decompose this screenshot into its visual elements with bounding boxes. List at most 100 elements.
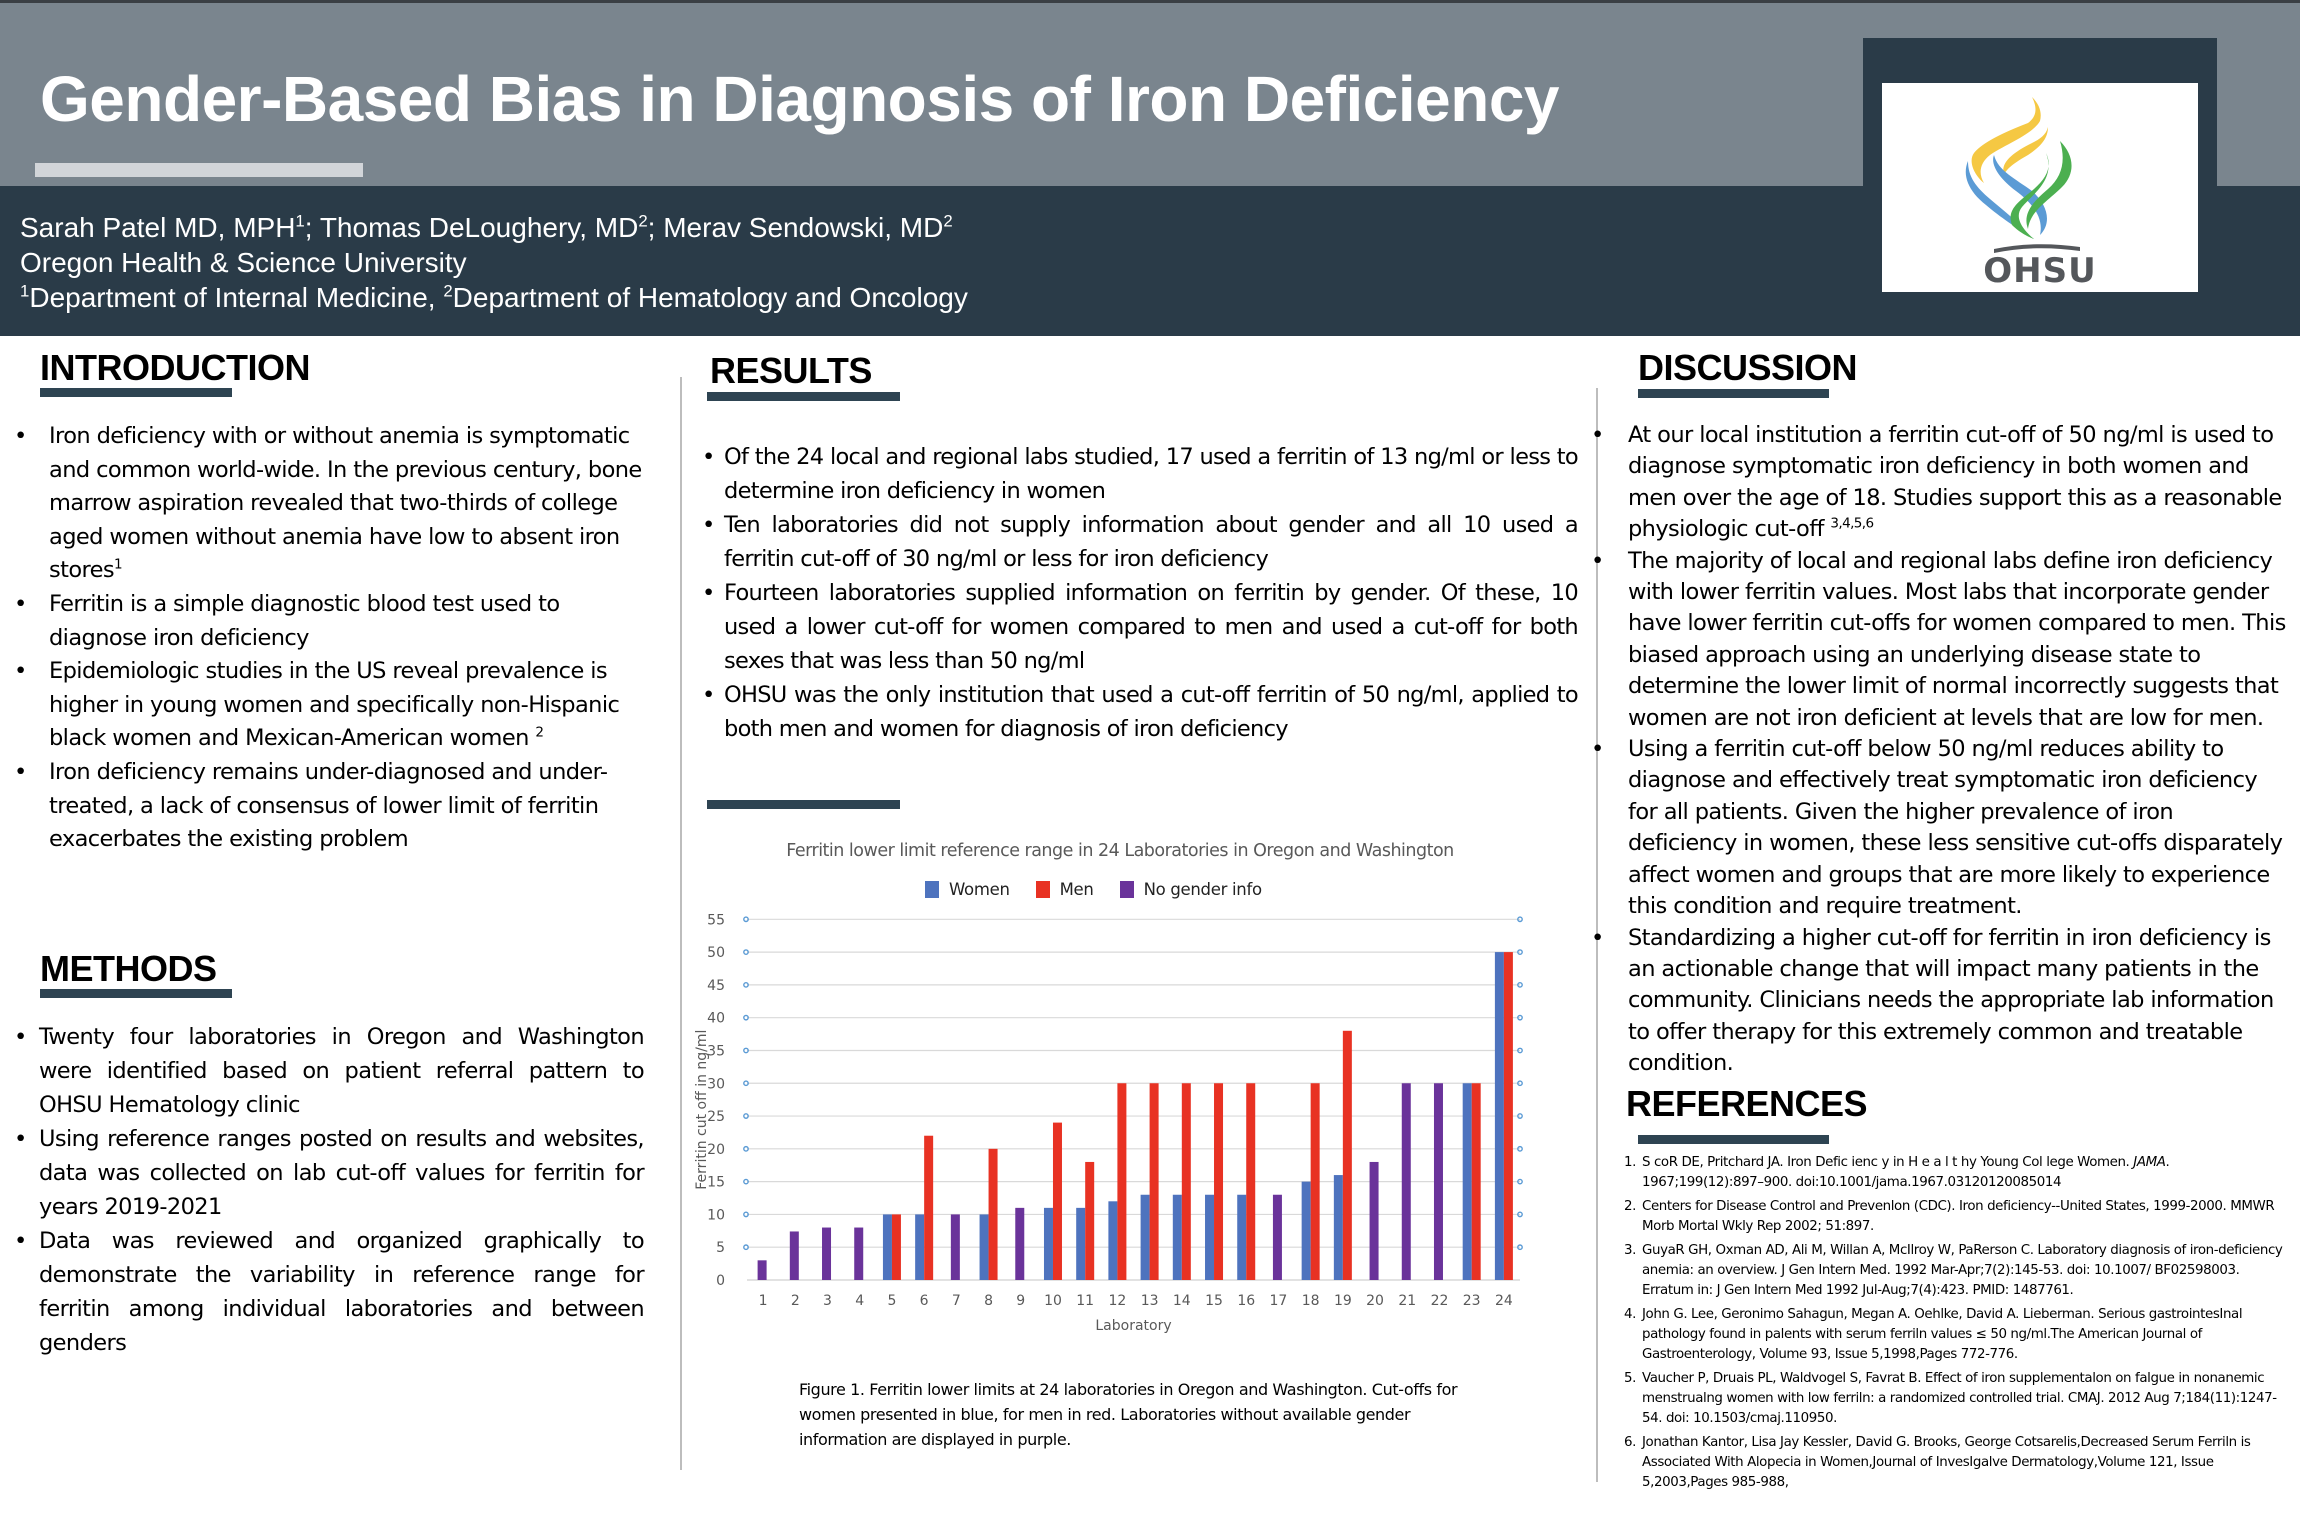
x-tick-label: 15: [1205, 1293, 1223, 1309]
chart-title: Ferritin lower limit reference range in …: [786, 841, 1454, 861]
introduction-item: Epidemiologic studies in the US reveal p…: [14, 655, 654, 756]
bar-women-lab-23: [1462, 1083, 1472, 1280]
legend-item-women: Women: [925, 880, 1010, 899]
bar-men-lab-6: [924, 1135, 934, 1280]
bar-men-lab-13: [1149, 1083, 1159, 1280]
x-tick-label: 7: [952, 1293, 961, 1309]
discussion-heading-bar: [1638, 389, 1829, 398]
logo-wordmark: OHSU: [1983, 251, 2097, 291]
reference-item: 2. Centers for Disease Control and Preven…: [1624, 1199, 2275, 1234]
x-tick-label: 18: [1302, 1293, 1320, 1309]
reference-item: 3. GuyaR GH, Oxman AD, Ali M, Willan A, …: [1624, 1243, 2283, 1298]
x-tick-label: 14: [1173, 1293, 1191, 1309]
axis-marker-right: [1517, 949, 1523, 955]
bar-no-gender-lab-4: [854, 1227, 864, 1280]
y-tick-label: 55: [707, 912, 725, 928]
bar-men-lab-5: [891, 1214, 901, 1280]
bar-women-lab-13: [1140, 1194, 1150, 1280]
bar-men-lab-24: [1503, 952, 1513, 1280]
bar-men-lab-8: [988, 1148, 998, 1280]
x-tick-label: 24: [1495, 1293, 1513, 1309]
bar-women-lab-12: [1108, 1201, 1118, 1280]
introduction-item: Iron deficiency with or without anemia i…: [14, 420, 654, 588]
top-border: [0, 0, 2300, 3]
y-tick-label: 45: [707, 978, 725, 994]
bar-women-lab-16: [1237, 1194, 1247, 1280]
axis-marker-right: [1517, 1244, 1523, 1251]
x-axis-title: Laboratory: [1095, 1318, 1171, 1334]
legend-swatch-no-gender: [1119, 881, 1134, 898]
x-tick-label: 19: [1334, 1293, 1352, 1309]
departments: 1Department of Internal Medicine, 2Depar…: [20, 281, 968, 313]
y-tick-label: 40: [707, 1011, 725, 1027]
axis-marker-left: [743, 1080, 749, 1087]
discussion-item: At our local institution a ferritin cut-…: [1588, 420, 2288, 546]
x-tick-label: 5: [887, 1293, 896, 1309]
results-item: Ten laboratories did not supply informat…: [702, 508, 1579, 576]
y-tick-label: 10: [707, 1207, 725, 1223]
bar-women-lab-19: [1333, 1175, 1343, 1280]
bar-women-lab-11: [1076, 1207, 1086, 1280]
ohsu-flame-icon: [1965, 97, 2080, 253]
bar-men-lab-14: [1181, 1083, 1191, 1280]
bar-no-gender-lab-3: [822, 1227, 832, 1280]
figure-caption: Figure 1. Ferritin lower limits at 24 la…: [799, 1380, 1458, 1449]
title-underline: [35, 163, 363, 177]
axis-marker-left: [743, 1047, 749, 1054]
bar-women-lab-18: [1301, 1181, 1311, 1280]
y-tick-label: 20: [707, 1142, 725, 1158]
references-list: 1. S coR DE, Pritchard JA. Iron Defic ien…: [1624, 1153, 2284, 1497]
bar-men-lab-19: [1342, 1030, 1352, 1280]
results-item: Of the 24 local and regional labs studie…: [702, 440, 1579, 508]
bar-men-lab-15: [1214, 1083, 1224, 1280]
discussion-item: The majority of local and regional labs …: [1588, 546, 2288, 734]
axis-marker-left: [743, 1145, 749, 1152]
x-tick-label: 3: [823, 1293, 832, 1309]
methods-item: Data was reviewed and organized graphica…: [14, 1224, 645, 1360]
axis-marker-left: [743, 916, 749, 923]
introduction-item: Iron deficiency remains under-diagnosed …: [14, 756, 654, 857]
axis-marker-right: [1517, 1080, 1523, 1087]
bar-no-gender-lab-7: [950, 1214, 960, 1280]
column-divider-left: [680, 377, 682, 1470]
results-item: Fourteen laboratories supplied informati…: [702, 576, 1579, 678]
results-list: Of the 24 local and regional labs studie…: [702, 440, 1579, 746]
methods-item: Twenty four laboratories in Oregon and W…: [14, 1020, 645, 1122]
y-tick-label: 25: [707, 1109, 725, 1125]
bar-women-lab-15: [1205, 1194, 1215, 1280]
references-heading-bar: [1638, 1135, 1829, 1144]
x-tick-label: 6: [920, 1293, 929, 1309]
methods-list: Twenty four laboratories in Oregon and W…: [14, 1020, 645, 1360]
axis-marker-right: [1517, 1178, 1523, 1185]
x-tick-label: 20: [1366, 1293, 1384, 1309]
y-tick-label: 30: [707, 1076, 725, 1092]
bar-no-gender-lab-2: [789, 1231, 799, 1280]
legend-item-no-gender: No gender info: [1119, 880, 1262, 899]
reference-item: 6. Jonathan Kantor, Lisa Jay Kessler, Dav…: [1624, 1435, 2251, 1490]
axis-marker-right: [1517, 1047, 1523, 1054]
references-heading: REFERENCES: [1626, 1083, 1868, 1124]
y-axis-title: Ferritin cut off in ng/ml: [694, 1030, 710, 1190]
y-tick-label: 15: [707, 1175, 725, 1191]
x-tick-label: 22: [1431, 1293, 1449, 1309]
bar-no-gender-lab-9: [1015, 1207, 1025, 1280]
poster-title: Gender-Based Bias in Diagnosis of Iron D…: [40, 63, 1560, 135]
bar-no-gender-lab-1: [757, 1260, 767, 1280]
introduction-list: Iron deficiency with or without anemia i…: [14, 420, 654, 857]
axis-marker-right: [1517, 1145, 1523, 1152]
axis-marker-left: [743, 1211, 749, 1218]
bar-women-lab-10: [1043, 1207, 1053, 1280]
axis-marker-right: [1517, 1113, 1523, 1119]
axis-marker-left: [743, 1244, 749, 1251]
x-tick-label: 11: [1076, 1293, 1094, 1309]
bar-women-lab-8: [979, 1214, 989, 1280]
bar-men-lab-23: [1471, 1083, 1481, 1280]
author-names: Sarah Patel MD, MPH1; Thomas DeLoughery,…: [20, 211, 953, 243]
legend-swatch-women: [925, 881, 939, 898]
x-tick-label: 12: [1108, 1293, 1126, 1309]
discussion-list: At our local institution a ferritin cut-…: [1588, 420, 2288, 1080]
x-tick-label: 16: [1237, 1293, 1255, 1309]
legend-item-men: Men: [1035, 880, 1094, 899]
y-tick-label: 5: [716, 1240, 725, 1256]
